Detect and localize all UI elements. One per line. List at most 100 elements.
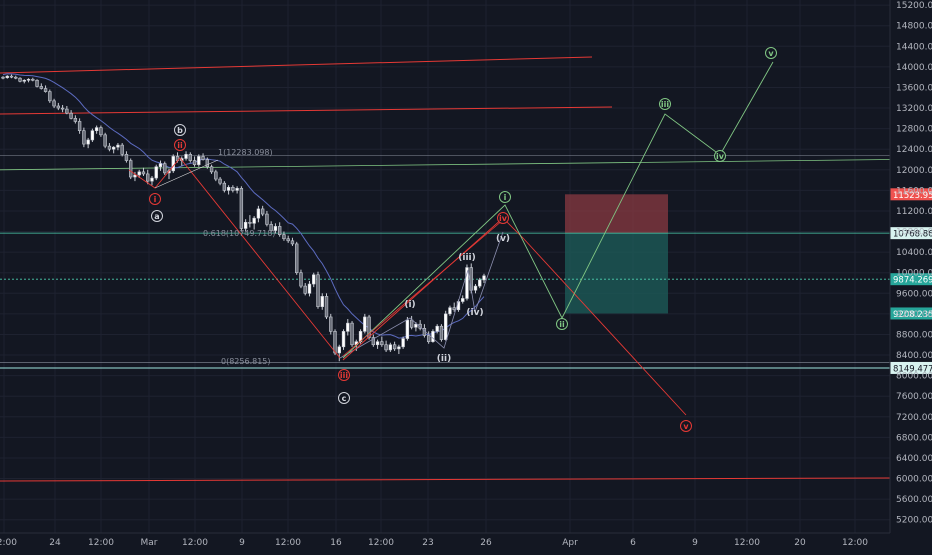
candle-up <box>312 275 315 284</box>
price-tick-label: 15200.000 <box>896 1 932 11</box>
candle-up <box>483 276 486 280</box>
candle-up <box>478 280 481 286</box>
candle-up <box>432 331 435 341</box>
candle-up <box>253 218 256 223</box>
candle-up <box>338 347 341 353</box>
candle-up <box>244 222 247 228</box>
wave-label: (iv) <box>466 308 483 318</box>
candle-up <box>87 140 90 144</box>
price-tick-label: 14000.000 <box>896 63 932 73</box>
candle-down <box>304 286 307 293</box>
wave-label: b <box>177 126 183 135</box>
price-tick-label: 14400.000 <box>896 42 932 52</box>
fib-label: 0.618(10749.718) <box>203 229 275 238</box>
candle-down <box>329 317 332 331</box>
candle-down <box>163 164 166 173</box>
fib-label: 0(8256.815) <box>221 357 271 366</box>
candle-up <box>376 342 379 345</box>
candle-up <box>197 156 200 164</box>
candle-down <box>74 118 77 121</box>
candle-up <box>406 320 409 339</box>
candle-down <box>206 160 209 167</box>
candle-down <box>240 188 243 228</box>
candle-down <box>291 241 294 244</box>
price-tick-label: 10000.000 <box>896 269 932 279</box>
candle-down <box>44 89 47 92</box>
candle-down <box>40 86 43 88</box>
price-tick-label: 7600.000 <box>896 392 932 402</box>
candle-down <box>2 77 5 78</box>
candle-up <box>474 286 477 290</box>
candle-up <box>117 145 120 147</box>
time-tick-label: 12:00 <box>275 538 301 548</box>
price-tick-label: 5600.000 <box>896 495 932 505</box>
price-tick-label: 10400.000 <box>896 248 932 258</box>
candle-down <box>70 113 73 118</box>
wave-label: v <box>683 422 689 431</box>
candle-down <box>266 214 269 224</box>
wave-label: iii <box>661 100 669 109</box>
wave-label: (iii) <box>458 253 475 263</box>
price-tick-label: 12000.000 <box>896 166 932 176</box>
candle-down <box>440 326 443 339</box>
time-tick-label: 12:00 <box>368 538 394 548</box>
wave-label: (i) <box>404 300 415 310</box>
price-tick-label: 9200.000 <box>896 310 932 320</box>
wave-label: ii <box>559 320 565 329</box>
wave-label: a <box>154 212 159 221</box>
candle-up <box>457 302 460 310</box>
wave-label: iii <box>340 371 348 380</box>
position-zones <box>565 194 668 313</box>
candle-down <box>385 345 388 350</box>
wave-label: i <box>504 193 507 202</box>
time-tick-label: 12:00 <box>182 538 208 548</box>
price-tick-label: 8000.000 <box>896 372 932 382</box>
time-tick-label: 16 <box>330 538 342 548</box>
price-tick-label: 11200.000 <box>896 207 932 217</box>
stop-zone <box>565 194 668 233</box>
candle-up <box>308 284 311 293</box>
candle-up <box>363 317 366 331</box>
candle-up <box>155 167 158 178</box>
candle-up <box>185 154 188 158</box>
candle-up <box>402 339 405 347</box>
candle-down <box>53 101 56 106</box>
candle-up <box>172 156 175 170</box>
candle-up <box>95 128 98 131</box>
candle-down <box>125 154 128 160</box>
candle-down <box>453 308 456 310</box>
wave-label: ii <box>177 141 183 150</box>
time-tick-label: 26 <box>480 538 492 548</box>
candle-up <box>436 326 439 331</box>
candle-up <box>257 209 260 218</box>
candle-down <box>410 320 413 327</box>
candle-down <box>78 121 81 130</box>
candle-down <box>283 235 286 239</box>
fib-label: 1(12283.098) <box>218 148 273 157</box>
time-tick-label: 12:00 <box>734 538 760 548</box>
candle-down <box>214 172 217 179</box>
candle-down <box>249 222 252 223</box>
wave-label: iv <box>716 152 725 161</box>
candle-down <box>14 77 17 78</box>
candle-up <box>444 314 447 340</box>
candle-down <box>261 209 264 214</box>
time-tick-label: Apr <box>562 538 578 548</box>
time-tick-label: 9 <box>239 538 245 548</box>
candle-down <box>82 131 85 144</box>
candle-down <box>100 128 103 135</box>
candle-up <box>23 80 26 81</box>
candle-down <box>219 179 222 183</box>
candle-up <box>6 76 9 78</box>
candle-down <box>129 161 132 177</box>
price-tick-label: 12800.000 <box>896 125 932 135</box>
wave-label: (v) <box>496 234 510 244</box>
candle-down <box>121 145 124 154</box>
price-tick-label: 8400.000 <box>896 351 932 361</box>
price-tick-label: 12400.000 <box>896 145 932 155</box>
price-tick-label: 13600.000 <box>896 83 932 93</box>
candle-up <box>397 347 400 349</box>
candle-down <box>61 108 64 109</box>
